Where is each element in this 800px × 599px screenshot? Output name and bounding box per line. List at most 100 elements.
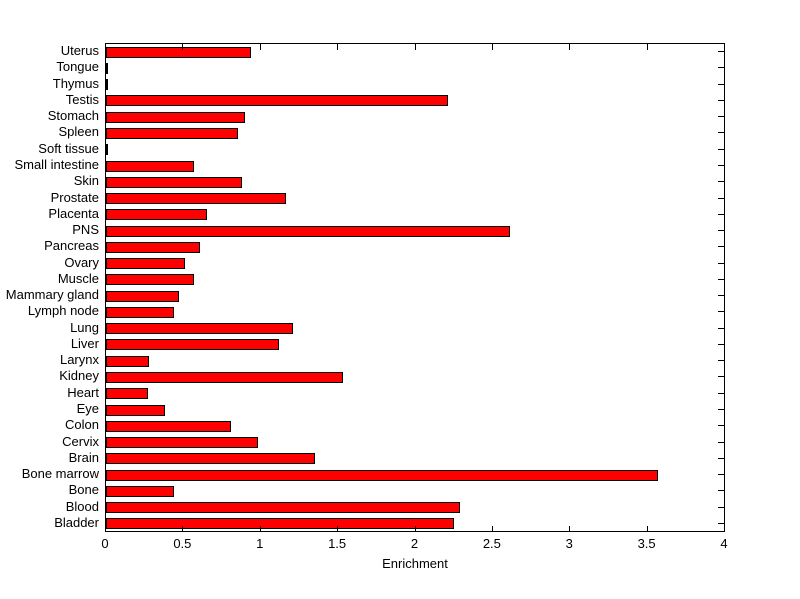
bar-bladder (106, 518, 455, 530)
category-label-placenta: Placenta (48, 205, 99, 221)
y-tick-right (718, 165, 724, 166)
x-tick-label: 3.5 (637, 536, 656, 551)
x-tick-bottom (491, 526, 493, 532)
category-label-lung: Lung (70, 319, 99, 335)
x-tick-top (414, 44, 416, 50)
bar-eye (106, 404, 165, 416)
x-tick-bottom (414, 526, 416, 532)
category-label-tongue: Tongue (56, 59, 99, 75)
category-label-cervix: Cervix (62, 433, 99, 449)
bar-stomach (106, 111, 246, 123)
category-label-heart: Heart (67, 384, 99, 400)
category-label-mammary-gland: Mammary gland (5, 287, 99, 303)
category-label-stomach: Stomach (47, 108, 99, 124)
x-tick-label: 2 (410, 536, 419, 551)
y-tick-right (718, 522, 724, 524)
bar-uterus (106, 46, 252, 58)
y-tick-right (718, 83, 724, 85)
x-tick-label: 0.5 (173, 536, 192, 551)
x-tick-bottom (724, 526, 725, 532)
x-tick-bottom (259, 526, 261, 532)
x-tick-label: 3 (565, 536, 573, 551)
x-tick-bottom (569, 526, 571, 532)
category-label-soft-tissue: Soft tissue (38, 140, 99, 156)
y-tick-right (718, 376, 724, 378)
x-tick-label: 2.5 (482, 536, 501, 551)
bar-thymus (106, 79, 108, 91)
plot-area (105, 43, 725, 532)
x-tick-label: 1 (256, 536, 264, 551)
bar-spleen (106, 127, 238, 139)
y-tick-right (718, 343, 724, 345)
category-label-ovary: Ovary (64, 254, 99, 270)
y-tick-right (718, 392, 724, 394)
y-tick-right (718, 360, 724, 362)
category-label-small-intestine: Small intestine (14, 157, 99, 172)
bar-ovary (106, 258, 185, 270)
category-label-muscle: Muscle (57, 270, 99, 286)
bar-soft-tissue (106, 144, 108, 156)
bar-heart (106, 388, 148, 400)
x-tick-top (105, 44, 106, 50)
category-label-skin: Skin (73, 173, 99, 189)
x-tick-label: 0 (101, 536, 109, 551)
x-tick-bottom (646, 526, 648, 532)
y-tick-right (718, 51, 724, 53)
category-label-bone: Bone (68, 482, 99, 498)
category-label-colon: Colon (65, 417, 99, 433)
bar-bone (106, 485, 175, 497)
category-label-uterus: Uterus (60, 43, 99, 59)
x-tick-label: 4 (720, 536, 728, 551)
category-label-prostate: Prostate (50, 189, 99, 205)
x-tick-top (491, 44, 493, 50)
y-tick-right (718, 99, 724, 101)
x-tick-bottom (105, 526, 106, 532)
bar-kidney (106, 371, 343, 383)
category-label-eye: Eye (76, 401, 99, 416)
category-label-brain: Brain (68, 449, 99, 465)
bar-cervix (106, 437, 258, 449)
x-tick-top (724, 44, 725, 50)
category-label-thymus: Thymus (52, 75, 99, 91)
y-tick-right (718, 148, 724, 150)
bar-tongue (106, 62, 108, 74)
bar-pancreas (106, 241, 201, 253)
category-label-bladder: Bladder (54, 514, 99, 530)
category-label-bone-marrow: Bone marrow (21, 466, 99, 482)
x-tick-top (337, 44, 339, 50)
category-label-kidney: Kidney (59, 368, 99, 384)
x-tick-bottom (182, 526, 184, 532)
y-tick-right (718, 490, 724, 492)
x-tick-top (182, 44, 184, 50)
category-label-spleen: Spleen (58, 124, 99, 140)
y-tick-right (718, 197, 724, 199)
bar-bone-marrow (106, 469, 659, 481)
y-tick-right (718, 441, 724, 443)
bar-larynx (106, 355, 150, 367)
bar-prostate (106, 193, 286, 205)
bar-lung (106, 323, 294, 335)
bar-small-intestine (106, 160, 195, 172)
bar-liver (106, 339, 280, 351)
bar-muscle (106, 274, 195, 286)
bar-placenta (106, 209, 207, 221)
category-label-blood: Blood (65, 498, 99, 514)
x-tick-bottom (337, 526, 339, 532)
bar-pns (106, 225, 510, 237)
category-label-pns: PNS (72, 222, 99, 238)
bar-brain (106, 453, 315, 465)
bar-testis (106, 95, 448, 107)
bar-lymph-node (106, 306, 175, 318)
category-label-liver: Liver (70, 335, 99, 351)
bar-skin (106, 176, 243, 188)
category-label-pancreas: Pancreas (44, 238, 99, 254)
x-tick-top (569, 44, 571, 50)
category-label-lymph-node: Lymph node (27, 303, 99, 319)
y-tick-right (718, 425, 724, 427)
category-label-larynx: Larynx (59, 352, 99, 368)
y-tick-right (718, 230, 724, 232)
x-tick-top (259, 44, 261, 50)
bar-blood (106, 502, 461, 514)
y-tick-right (718, 213, 724, 215)
bar-colon (106, 420, 232, 432)
